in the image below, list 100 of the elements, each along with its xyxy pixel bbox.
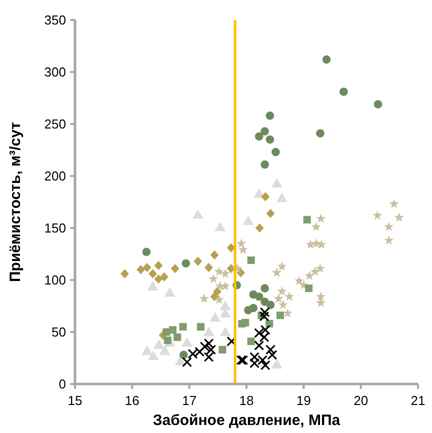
point (147, 280, 158, 290)
point (200, 342, 210, 352)
point (315, 264, 326, 273)
y-tick-label: 100 (44, 272, 66, 288)
point (271, 358, 282, 368)
point (214, 266, 224, 276)
point (164, 336, 172, 344)
point (266, 135, 274, 144)
x-tick-label: 18 (239, 393, 254, 408)
point (271, 178, 282, 188)
point (182, 259, 190, 268)
point (148, 269, 157, 278)
point (271, 148, 280, 156)
point (214, 222, 226, 232)
point (266, 344, 276, 355)
point (306, 240, 316, 249)
point (182, 337, 193, 347)
point (247, 256, 255, 264)
point (282, 308, 292, 318)
point (204, 262, 213, 272)
point (170, 264, 180, 274)
point (278, 300, 288, 310)
point (372, 210, 382, 220)
point (203, 326, 214, 336)
y-tick-label: 300 (44, 64, 66, 80)
point (249, 304, 258, 312)
point (208, 274, 218, 284)
point (259, 332, 270, 342)
point (136, 264, 145, 274)
point (120, 269, 129, 278)
point (266, 112, 274, 120)
point (255, 223, 264, 233)
point (169, 326, 177, 334)
point (154, 260, 163, 270)
point (242, 215, 254, 225)
point (305, 284, 313, 292)
point (294, 276, 304, 286)
point (210, 312, 221, 322)
point (322, 55, 331, 64)
x-tick-label: 19 (296, 393, 311, 408)
x-tick-label: 16 (124, 393, 140, 408)
point (220, 326, 231, 336)
point (277, 261, 287, 271)
point (206, 344, 216, 355)
point (384, 222, 394, 232)
point (160, 272, 168, 282)
point (260, 284, 269, 292)
y-tick-label: 350 (44, 12, 66, 28)
point (197, 323, 205, 331)
point (142, 248, 151, 256)
point (394, 212, 404, 222)
point (316, 129, 324, 138)
point (174, 333, 182, 341)
point (384, 235, 394, 245)
point (266, 208, 275, 218)
y-tick-label: 200 (44, 168, 66, 184)
point (254, 328, 264, 338)
y-tick-label: 250 (44, 116, 66, 132)
point (284, 292, 294, 301)
point (236, 268, 245, 278)
point (174, 356, 186, 366)
point (254, 340, 264, 351)
y-tick-label: 0 (58, 376, 66, 392)
y-axis-title: Приёмистость, м³/сут (7, 122, 24, 282)
x-axis-title: Забойное давление, МПа (152, 412, 341, 429)
point (254, 132, 264, 141)
point (316, 292, 326, 301)
point (272, 268, 282, 277)
point (218, 346, 226, 354)
point (389, 199, 399, 208)
point (199, 294, 209, 303)
x-tick-label: 21 (410, 393, 426, 408)
point (220, 281, 230, 290)
point (260, 324, 270, 335)
x-tick-label: 17 (182, 393, 197, 408)
point (164, 287, 176, 297)
point (311, 238, 322, 248)
point (316, 214, 326, 223)
point (226, 264, 236, 274)
point (276, 192, 288, 202)
point (154, 274, 163, 284)
point (242, 318, 250, 326)
point (194, 256, 202, 266)
point (142, 262, 152, 272)
point (261, 192, 270, 202)
point (148, 350, 159, 360)
point (340, 88, 348, 96)
point (142, 345, 153, 355)
point (260, 127, 269, 136)
point (266, 300, 275, 310)
point (182, 357, 192, 368)
y-tick-label: 150 (44, 220, 66, 236)
x-tick-label: 15 (68, 393, 82, 408)
point (316, 240, 326, 249)
point (204, 352, 214, 362)
point (210, 250, 219, 260)
point (304, 270, 314, 280)
point (247, 338, 255, 346)
point (204, 338, 214, 348)
point (154, 339, 165, 349)
